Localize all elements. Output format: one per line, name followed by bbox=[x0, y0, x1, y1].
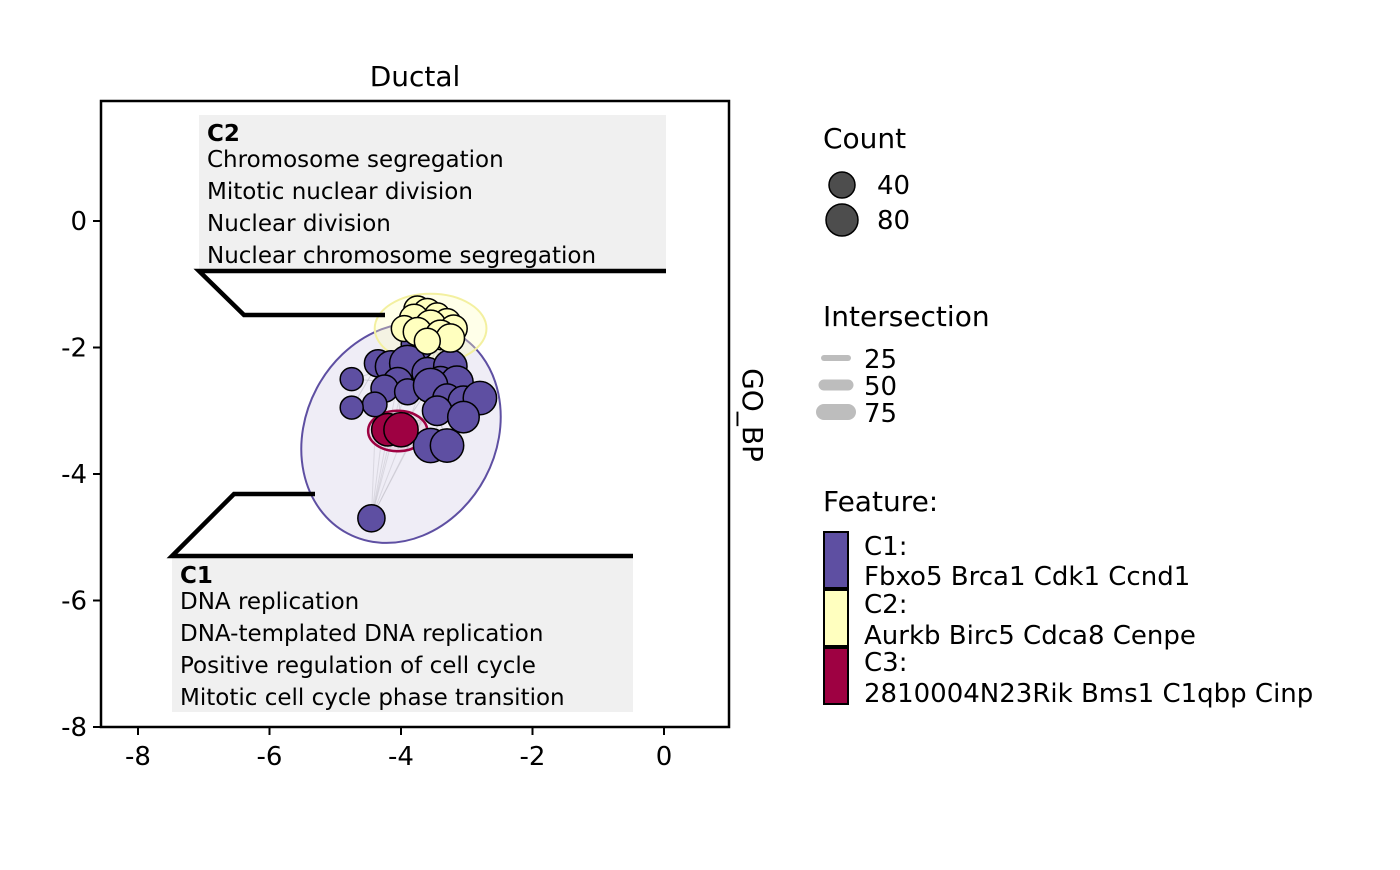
node-c1 bbox=[361, 391, 388, 418]
node-c1 bbox=[357, 503, 386, 533]
x-tick-label: -4 bbox=[388, 742, 414, 772]
node-c1 bbox=[446, 400, 480, 434]
x-tick-label: -6 bbox=[257, 742, 283, 772]
annotation-heading: C2 bbox=[207, 121, 240, 147]
legend-feature-swatch-c3 bbox=[823, 647, 849, 705]
y-tick-label: 0 bbox=[70, 207, 87, 237]
legend-feature-swatch-c2 bbox=[823, 589, 849, 647]
annotation-term: Positive regulation of cell cycle bbox=[180, 653, 536, 679]
annotation-term: Nuclear division bbox=[207, 211, 391, 237]
legend-intersection-title: Intersection bbox=[823, 300, 990, 333]
plot-panel-border bbox=[99, 99, 731, 729]
legend-feature: Feature: C1: Fbxo5 Brca1 Cdk1 Ccnd1 C2: … bbox=[823, 485, 1313, 709]
y-tick-label: -8 bbox=[61, 713, 87, 743]
annotation-box-c2 bbox=[199, 115, 666, 270]
legend-count-label-80: 80 bbox=[877, 206, 910, 236]
node-c2 bbox=[413, 327, 441, 355]
x-axis: -8 -6 -4 -2 0 bbox=[125, 727, 672, 772]
y-axis: 0 -2 -4 -6 -8 bbox=[61, 207, 101, 743]
legend-feature-label-c1: C1: bbox=[864, 532, 907, 562]
legend-feature-label-c2: C2: bbox=[864, 590, 907, 620]
legend-count: Count 40 80 bbox=[823, 122, 910, 237]
legend-count-swatch-40 bbox=[828, 171, 856, 199]
legend-intersection: Intersection 25 50 75 bbox=[816, 300, 990, 429]
legend-intersection-label-50: 50 bbox=[864, 372, 897, 402]
annotation-term: Mitotic nuclear division bbox=[207, 179, 473, 205]
annotation-heading: C1 bbox=[180, 563, 213, 589]
legend-count-title: Count bbox=[823, 122, 906, 155]
y-tick-label: -6 bbox=[61, 587, 87, 617]
annotation-term: Mitotic cell cycle phase transition bbox=[180, 685, 565, 711]
annotation-leader-line bbox=[166, 491, 633, 559]
legend-count-swatch-80 bbox=[825, 203, 859, 237]
y-tick-label: -2 bbox=[61, 334, 87, 364]
panel-title: Ductal bbox=[370, 60, 461, 93]
node-c1 bbox=[339, 366, 364, 392]
x-tick-label: -2 bbox=[520, 742, 546, 772]
annotation-term: Nuclear chromosome segregation bbox=[207, 243, 596, 269]
legend-feature-label-c3: C3: bbox=[864, 648, 907, 678]
y-tick-label: -4 bbox=[61, 460, 87, 490]
annotation-term: DNA-templated DNA replication bbox=[180, 621, 543, 647]
legend-feature-genes-c2: Aurkb Birc5 Cdca8 Cenpe bbox=[864, 621, 1196, 651]
legend-intersection-label-25: 25 bbox=[864, 345, 897, 375]
legend-feature-genes-c1: Fbxo5 Brca1 Cdk1 Ccnd1 bbox=[864, 562, 1190, 592]
point-layer bbox=[339, 295, 498, 533]
node-c3 bbox=[383, 411, 419, 448]
legend-feature-title: Feature: bbox=[823, 485, 938, 518]
annotation-leader-line bbox=[193, 268, 666, 318]
annotation-term: DNA replication bbox=[180, 589, 359, 615]
strip-label: GO_BP bbox=[736, 368, 769, 462]
x-tick-label: -8 bbox=[125, 742, 151, 772]
legend-intersection-label-75: 75 bbox=[864, 399, 897, 429]
annotation-box-c1 bbox=[172, 557, 633, 712]
legend-feature-genes-c3: 2810004N23Rik Bms1 C1qbp Cinp bbox=[864, 679, 1313, 709]
annotation-term: Chromosome segregation bbox=[207, 147, 504, 173]
node-c1 bbox=[429, 428, 465, 463]
legend-count-label-40: 40 bbox=[877, 171, 910, 201]
node-c1 bbox=[339, 395, 364, 420]
x-tick-label: 0 bbox=[656, 742, 673, 772]
legend-feature-swatch-c1 bbox=[823, 531, 849, 589]
